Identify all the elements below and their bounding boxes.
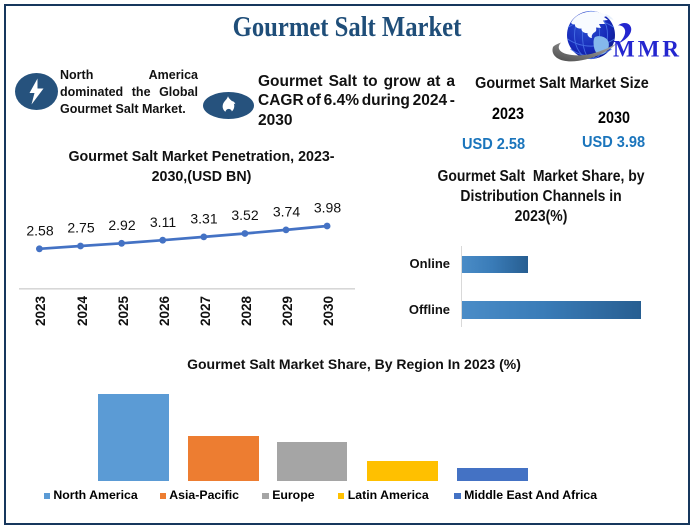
svg-text:3.98: 3.98 <box>314 200 341 216</box>
svg-text:2.75: 2.75 <box>67 220 94 236</box>
svg-text:MMR: MMR <box>613 37 679 62</box>
svg-text:3.31: 3.31 <box>190 211 217 227</box>
svg-text:3.11: 3.11 <box>150 214 176 230</box>
svg-text:2.58: 2.58 <box>26 223 53 239</box>
svg-text:3.74: 3.74 <box>273 204 300 220</box>
svg-text:2.92: 2.92 <box>108 217 135 233</box>
svg-text:3.52: 3.52 <box>231 207 258 223</box>
